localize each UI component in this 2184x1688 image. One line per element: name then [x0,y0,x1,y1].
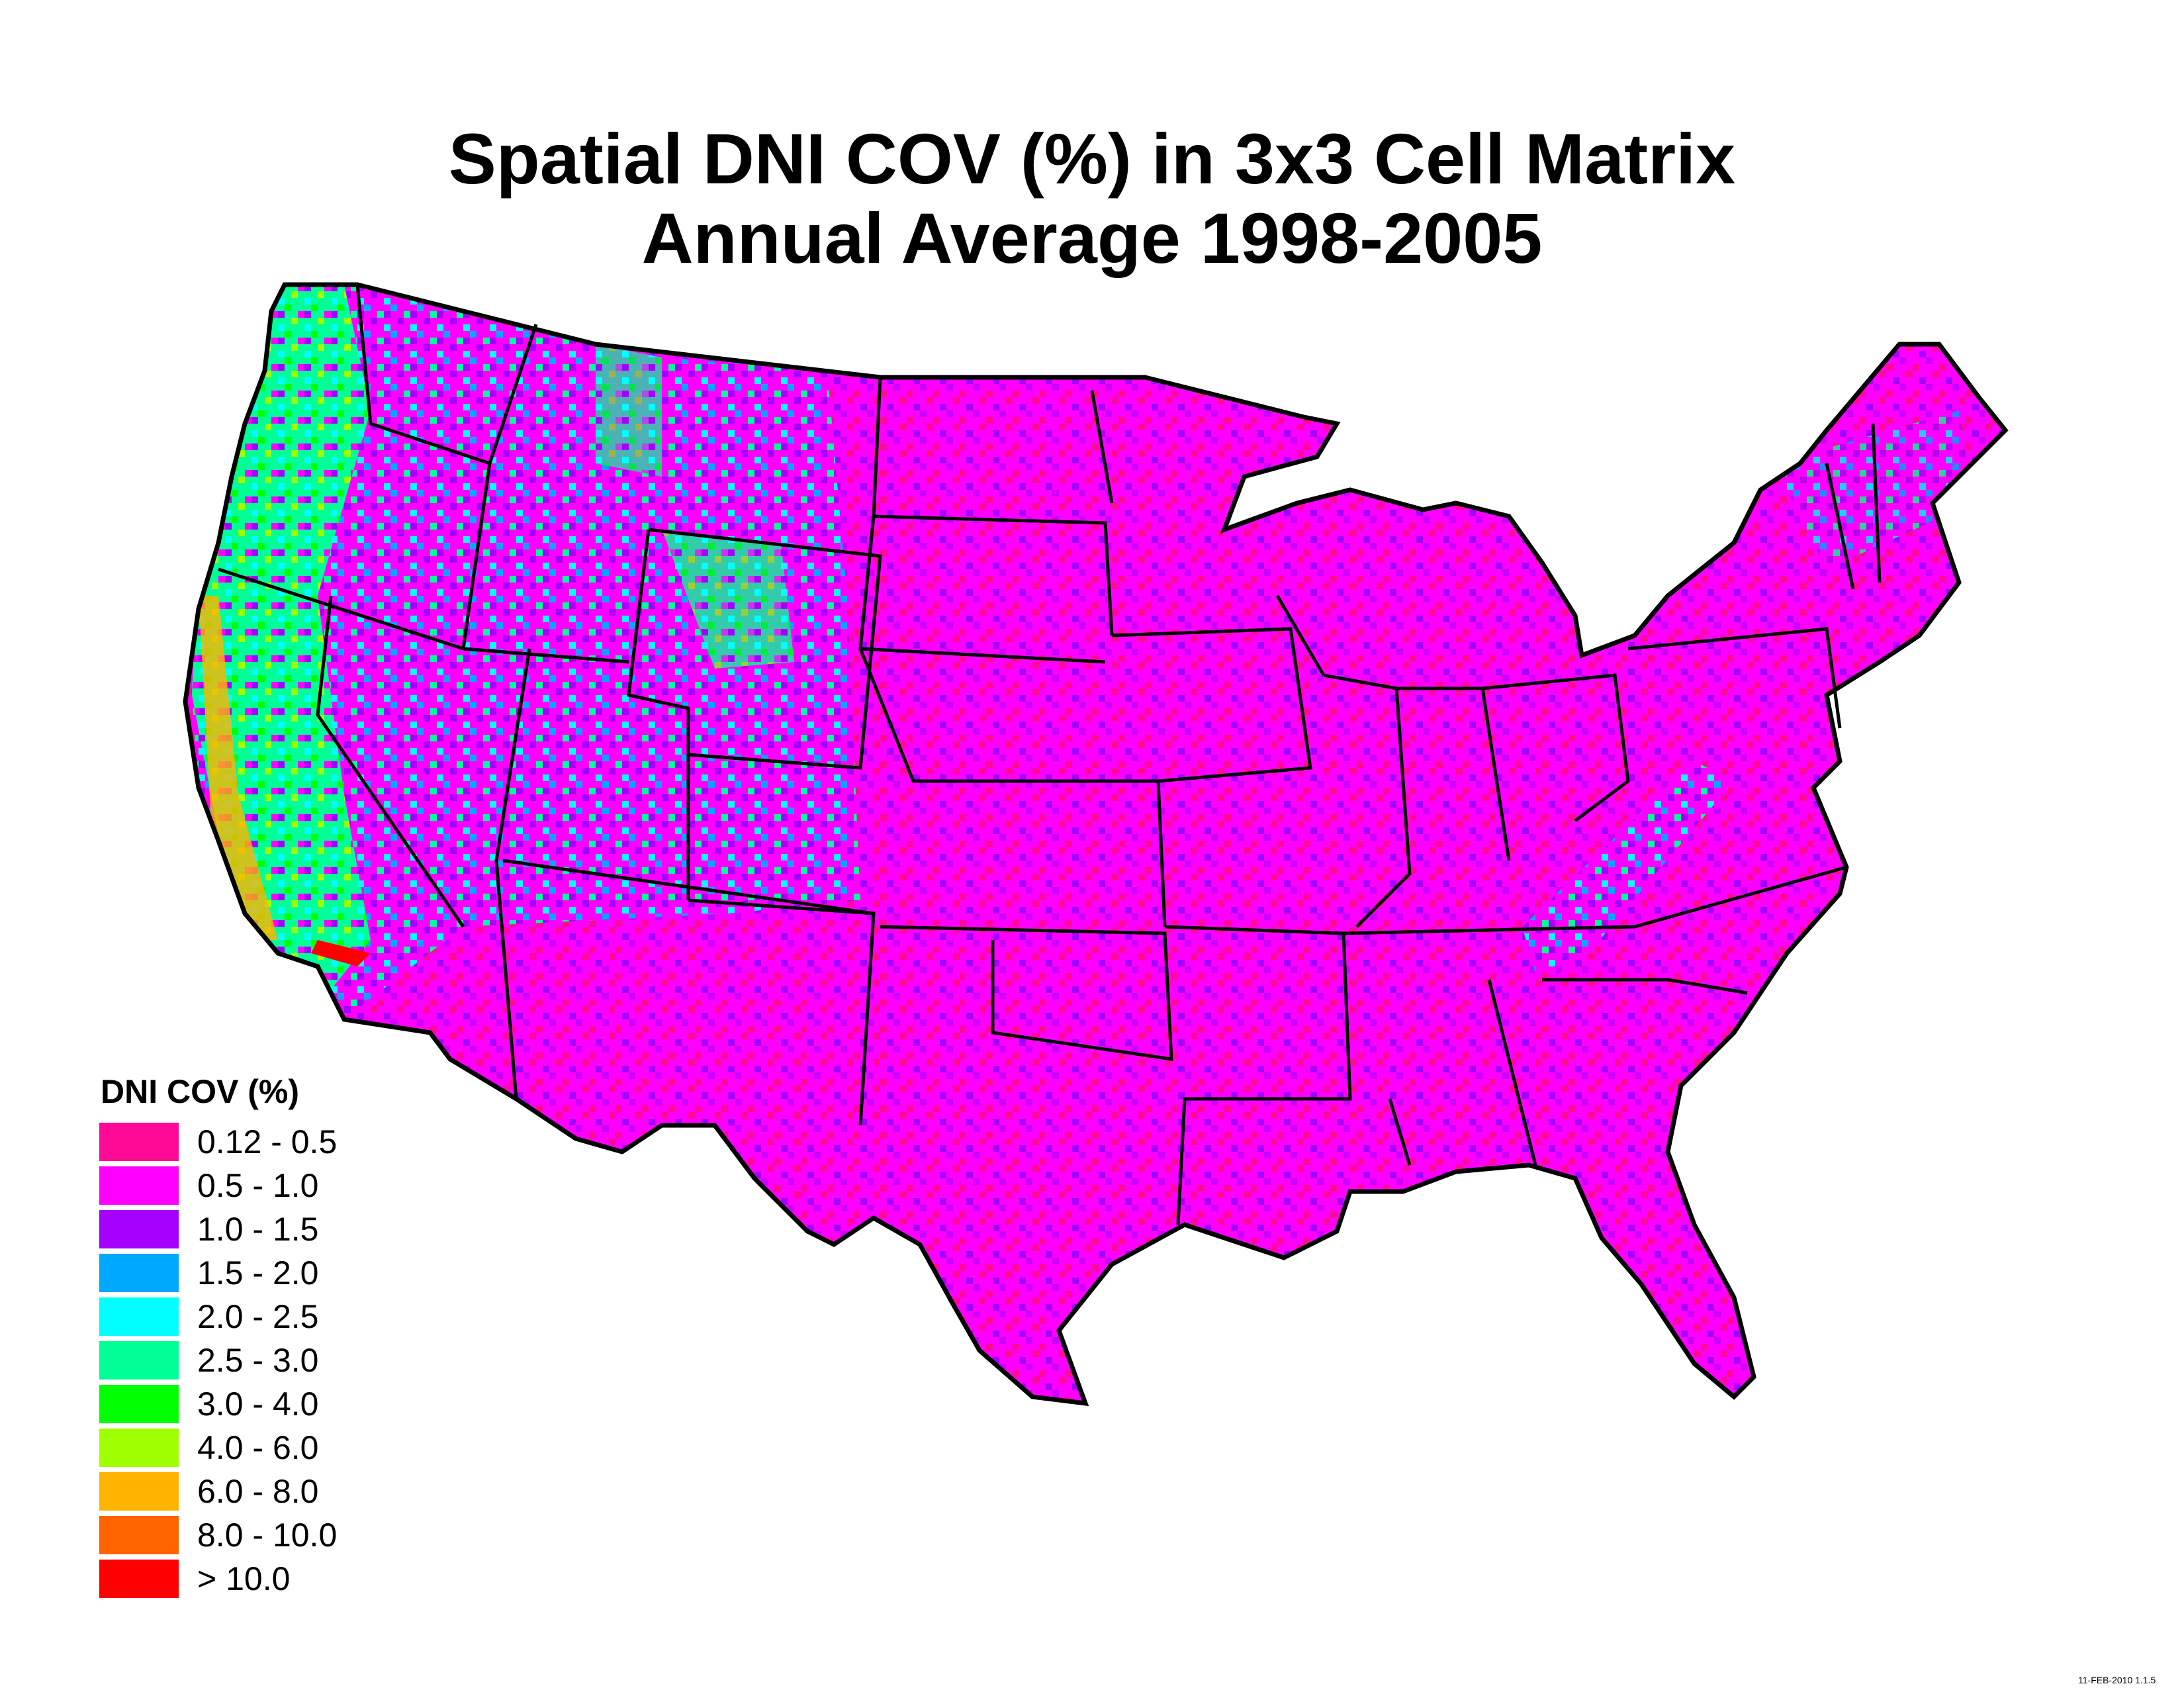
legend: DNI COV (%) 0.12 - 0.5 0.5 - 1.0 1.0 - 1.5… [99,1072,337,1601]
legend-swatch [99,1166,179,1205]
legend-label: 8.0 - 10.0 [197,1517,338,1554]
legend-swatch [99,1210,179,1248]
legend-item: 1.0 - 1.5 [99,1207,337,1251]
legend-label: 2.5 - 3.0 [197,1342,319,1379]
legend-item: 2.5 - 3.0 [99,1338,337,1382]
legend-item: 8.0 - 10.0 [99,1513,337,1557]
legend-label: 0.12 - 0.5 [197,1123,338,1160]
legend-swatch [99,1516,179,1554]
legend-item: 3.0 - 4.0 [99,1382,337,1426]
legend-label: 3.0 - 4.0 [197,1385,319,1423]
map-title-line-1: Spatial DNI COV (%) in 3x3 Cell Matrix [448,118,1736,199]
legend-swatch [99,1123,179,1161]
legend-item: 2.0 - 2.5 [99,1295,337,1338]
date-version-stamp: 11-FEB-2010 1.1.5 [2078,1675,2156,1685]
legend-item: 4.0 - 6.0 [99,1426,337,1470]
legend-swatch [99,1472,179,1511]
legend-items: 0.12 - 0.5 0.5 - 1.0 1.0 - 1.5 1.5 - 2.0 2.0… [99,1120,337,1601]
legend-item: 0.5 - 1.0 [99,1164,337,1207]
legend-label: > 10.0 [197,1560,291,1597]
legend-label: 4.0 - 6.0 [197,1429,319,1466]
legend-swatch [99,1254,179,1292]
legend-label: 0.5 - 1.0 [197,1167,319,1204]
legend-swatch [99,1385,179,1423]
legend-swatch [99,1429,179,1467]
legend-item: 0.12 - 0.5 [99,1120,337,1164]
state-borders [218,284,1882,1225]
legend-item: > 10.0 [99,1557,337,1601]
map-title-line-2: Annual Average 1998-2005 [641,198,1543,278]
map-raster [185,285,2005,1403]
legend-swatch [99,1560,179,1598]
legend-title: DNI COV (%) [101,1073,299,1110]
legend-label: 1.0 - 1.5 [197,1211,319,1248]
legend-label: 6.0 - 8.0 [197,1473,319,1510]
legend-swatch [99,1341,179,1380]
legend-label: 1.5 - 2.0 [197,1254,319,1291]
legend-swatch [99,1297,179,1336]
legend-label: 2.0 - 2.5 [197,1298,319,1335]
legend-item: 6.0 - 8.0 [99,1470,337,1513]
legend-item: 1.5 - 2.0 [99,1251,337,1295]
